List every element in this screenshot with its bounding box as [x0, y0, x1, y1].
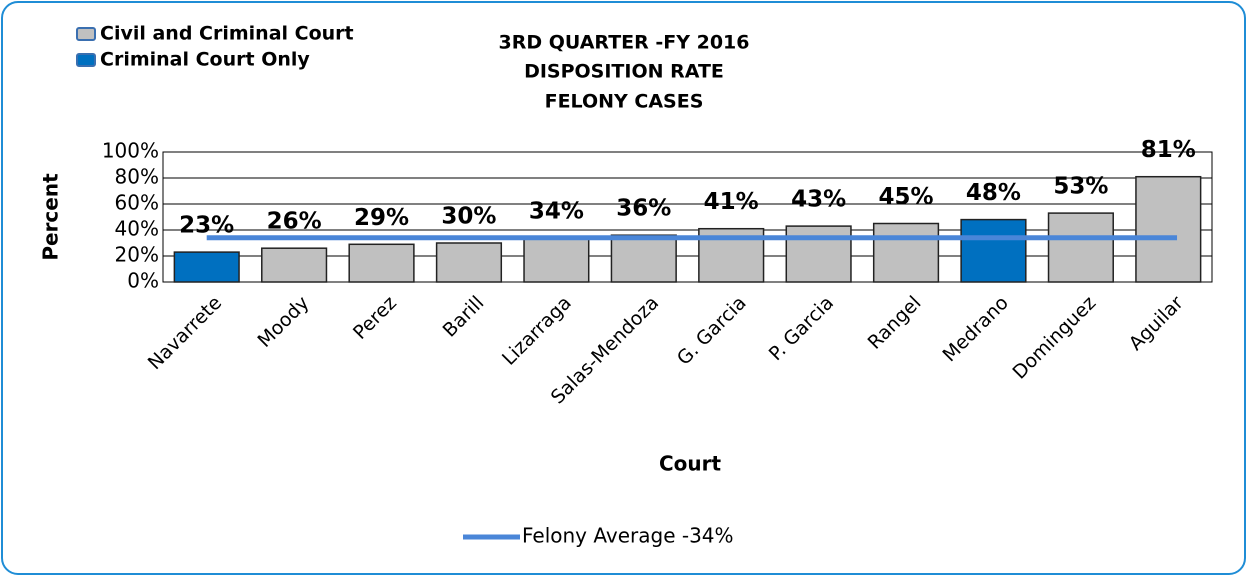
- x-axis-label: Court: [659, 452, 722, 476]
- data-label: 45%: [879, 184, 934, 210]
- chart-title: DISPOSITION RATE: [524, 61, 724, 83]
- data-label: 26%: [267, 209, 322, 235]
- bar: [348, 243, 415, 283]
- y-tick-label: 40%: [115, 217, 159, 241]
- legend-label: Felony Average -34%: [522, 524, 734, 548]
- y-tick-label: 20%: [115, 243, 159, 267]
- legend-label: Civil and Criminal Court: [100, 23, 354, 45]
- bar: [872, 222, 940, 283]
- data-label: 41%: [704, 189, 759, 215]
- data-label: 36%: [616, 196, 671, 222]
- y-tick-label: 60%: [115, 191, 159, 215]
- data-label: 29%: [354, 205, 409, 231]
- y-axis-label: Percent: [39, 173, 63, 261]
- plot-area: [162, 151, 1213, 283]
- bar: [960, 218, 1027, 283]
- bar: [173, 251, 240, 283]
- y-tick-label: 100%: [102, 139, 159, 163]
- y-tick-label: 80%: [115, 165, 159, 189]
- y-tick-label: 0%: [127, 269, 159, 293]
- data-label: 81%: [1141, 137, 1196, 163]
- legend-swatch: [76, 27, 96, 41]
- bar: [1135, 175, 1202, 283]
- bar: [610, 234, 677, 283]
- data-label: 23%: [179, 213, 234, 239]
- chart-title: FELONY CASES: [545, 91, 704, 113]
- bar: [785, 225, 852, 283]
- data-label: 43%: [791, 187, 846, 213]
- chart-title: 3RD QUARTER -FY 2016: [498, 32, 749, 54]
- bar: [261, 247, 328, 283]
- bar: [435, 242, 503, 283]
- bar: [1047, 212, 1114, 283]
- bar: [523, 237, 590, 283]
- data-label: 53%: [1053, 174, 1108, 200]
- legend-swatch: [76, 53, 96, 67]
- data-label: 34%: [529, 198, 584, 224]
- legend-label: Criminal Court Only: [100, 49, 310, 71]
- data-label: 48%: [966, 180, 1021, 206]
- data-label: 30%: [441, 204, 496, 230]
